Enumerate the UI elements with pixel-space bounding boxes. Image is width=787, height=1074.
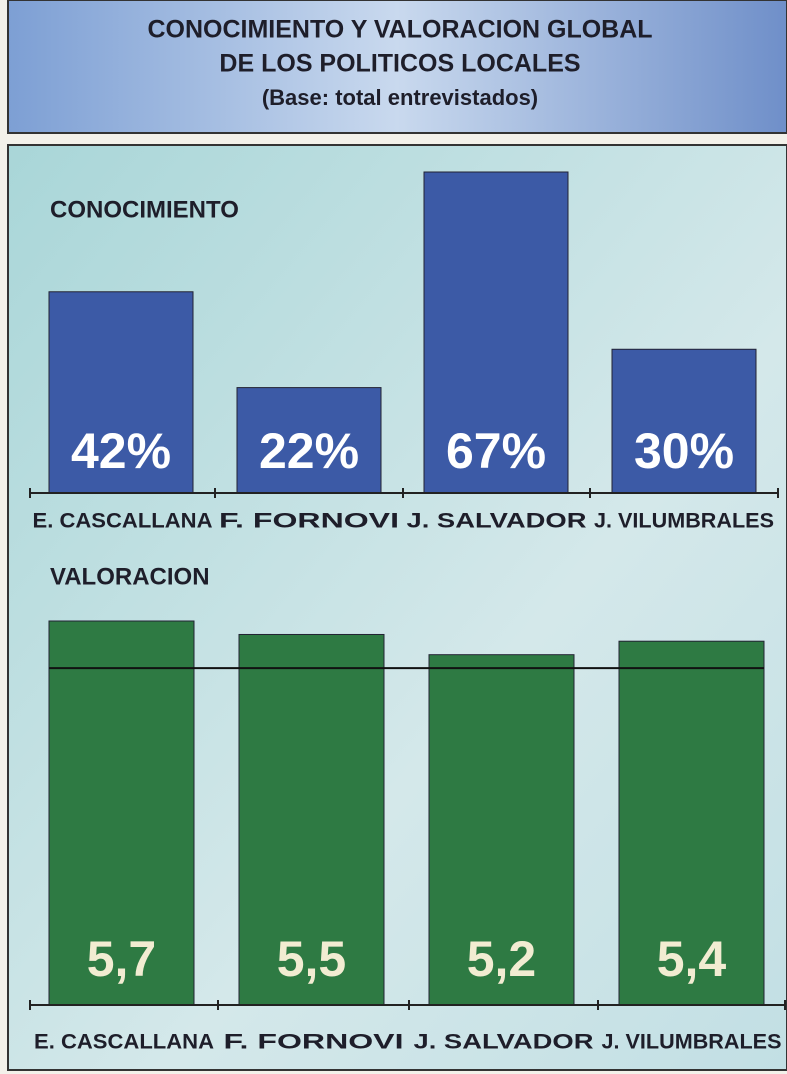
value-label: 67% <box>446 423 546 479</box>
x-tick-label: F. FORNOVI <box>219 510 399 533</box>
x-tick-label: J. SALVADOR <box>414 1031 594 1054</box>
chart-title: CONOCIMIENTO <box>50 196 239 223</box>
subtitle: (Base: total entrevistados) <box>262 85 538 110</box>
value-label: 30% <box>634 423 734 479</box>
x-tick-label: E. CASCALLANA <box>34 1031 214 1054</box>
x-tick-label: J. VILUMBRALES <box>602 1031 782 1054</box>
x-tick-label: J. SALVADOR <box>407 510 587 533</box>
x-tick-label: J. VILUMBRALES <box>594 510 774 533</box>
header-band <box>7 0 787 134</box>
bar <box>48 291 194 494</box>
chart-title: VALORACION <box>50 563 210 590</box>
title-line: DE LOS POLITICOS LOCALES <box>219 50 580 78</box>
bar <box>428 654 575 1006</box>
x-tick-label: E. CASCALLANA <box>33 510 213 533</box>
bar <box>238 633 385 1006</box>
bar <box>611 348 757 494</box>
bar <box>423 171 569 494</box>
bar <box>618 640 765 1006</box>
value-label: 5,2 <box>467 931 537 987</box>
value-label: 5,7 <box>87 931 157 987</box>
value-label: 5,4 <box>657 931 727 987</box>
bar <box>48 620 195 1006</box>
title-line: CONOCIMIENTO Y VALORACION GLOBAL <box>147 16 652 44</box>
value-label: 42% <box>71 423 171 479</box>
value-label: 22% <box>259 423 359 479</box>
x-tick-label: F. FORNOVI <box>224 1031 404 1054</box>
value-label: 5,5 <box>277 931 347 987</box>
bar <box>236 387 382 494</box>
